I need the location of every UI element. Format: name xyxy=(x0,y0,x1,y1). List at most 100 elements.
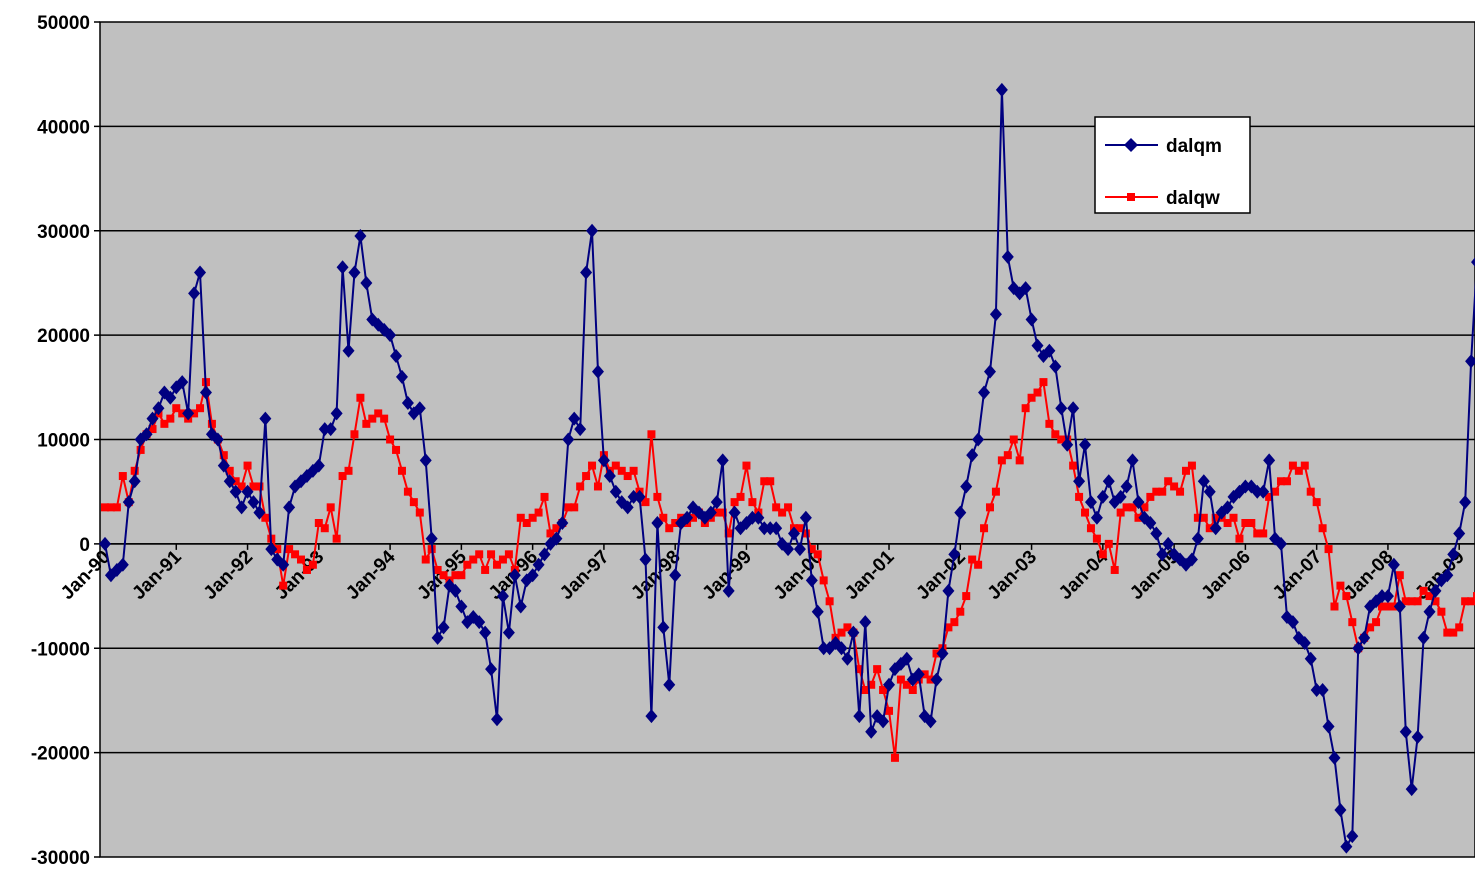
data-point-dalqm xyxy=(259,411,272,426)
data-point-dalqm xyxy=(1417,630,1430,645)
data-point-dalqw xyxy=(552,524,561,533)
data-point-dalqm xyxy=(502,625,515,640)
data-point-dalqw xyxy=(1395,571,1404,580)
data-point-dalqw xyxy=(1271,487,1280,496)
data-point-dalqw xyxy=(451,571,460,580)
data-point-dalqw xyxy=(344,466,353,475)
data-point-dalqw xyxy=(629,466,638,475)
data-point-dalqm xyxy=(330,406,343,421)
data-point-dalqw xyxy=(760,477,769,486)
data-point-dalqw xyxy=(766,477,775,486)
data-point-dalqm xyxy=(312,458,325,473)
data-point-dalqm xyxy=(1304,651,1317,666)
y-tick-label: -10000 xyxy=(31,639,90,660)
data-point-dalqm xyxy=(176,375,189,390)
data-point-dalqm xyxy=(514,599,527,614)
data-point-dalqw xyxy=(896,675,905,684)
data-point-dalqm xyxy=(1191,531,1204,546)
data-point-dalqm xyxy=(1447,547,1460,562)
y-tick-label: 30000 xyxy=(37,222,90,243)
data-point-dalqw xyxy=(320,524,329,533)
data-point-dalqm xyxy=(485,662,498,677)
data-point-dalqw xyxy=(576,482,585,491)
data-point-dalqw xyxy=(659,513,668,522)
data-point-dalqw xyxy=(980,524,989,533)
data-point-dalqw xyxy=(1330,602,1339,611)
data-point-dalqm xyxy=(805,573,818,588)
data-point-dalqw xyxy=(1045,419,1054,428)
data-point-dalqm xyxy=(1346,829,1359,844)
data-point-dalqw xyxy=(1247,519,1256,527)
data-point-dalqw xyxy=(653,492,662,501)
data-point-dalqm xyxy=(983,364,996,379)
data-point-dalqm xyxy=(188,286,201,301)
data-point-dalqm xyxy=(241,484,254,499)
data-point-dalqm xyxy=(437,620,450,635)
data-point-dalqw xyxy=(1401,597,1410,606)
data-point-dalqw xyxy=(968,555,977,564)
data-point-dalqw xyxy=(1021,404,1030,413)
data-point-dalqw xyxy=(1003,451,1012,460)
data-point-dalqw xyxy=(1039,378,1048,387)
data-point-dalqm xyxy=(283,500,296,515)
data-point-dalqm xyxy=(1114,489,1127,504)
series-dalqm xyxy=(99,82,1475,854)
data-point-dalqm xyxy=(223,474,236,489)
data-point-dalqw xyxy=(338,472,347,481)
data-point-dalqw xyxy=(807,545,816,554)
data-point-dalqm xyxy=(942,583,955,598)
data-point-dalqm xyxy=(1334,803,1347,818)
data-point-dalqw xyxy=(297,555,306,564)
data-point-dalqm xyxy=(1079,437,1092,452)
data-point-dalqw xyxy=(392,445,401,454)
data-point-dalqm xyxy=(1197,474,1210,489)
data-point-dalqm xyxy=(972,432,985,447)
data-point-dalqw xyxy=(415,508,424,517)
data-point-dalqm xyxy=(1328,750,1341,765)
data-point-dalqm xyxy=(550,531,563,546)
data-point-dalqw xyxy=(196,404,205,413)
y-tick-label: 20000 xyxy=(37,326,90,347)
data-point-dalqw xyxy=(1461,597,1470,606)
data-point-dalqw xyxy=(130,466,139,475)
data-point-dalqm xyxy=(265,542,278,557)
data-point-dalqm xyxy=(1257,484,1270,499)
data-point-dalqm xyxy=(1185,552,1198,567)
data-point-dalqw xyxy=(1377,602,1386,611)
data-point-dalqm xyxy=(431,630,444,645)
data-point-dalqm xyxy=(1381,589,1394,604)
data-point-dalqw xyxy=(819,576,828,585)
data-point-dalqm xyxy=(247,495,260,510)
data-point-dalqw xyxy=(1081,508,1090,517)
data-point-dalqw xyxy=(1170,482,1179,491)
data-point-dalqm xyxy=(1055,401,1068,416)
data-point-dalqw xyxy=(475,550,484,559)
data-point-dalqm xyxy=(455,599,468,614)
legend-label-dalqm: dalqm xyxy=(1166,136,1222,157)
data-point-dalqw xyxy=(1086,524,1095,533)
data-point-dalqw xyxy=(546,529,555,538)
data-point-dalqm xyxy=(728,505,741,520)
data-point-dalqw xyxy=(255,482,264,491)
legend-marker-dalqw xyxy=(1127,193,1135,201)
data-point-dalqw xyxy=(617,466,626,475)
data-point-dalqm xyxy=(1102,474,1115,489)
data-point-dalqw xyxy=(1110,565,1119,574)
data-point-dalqw xyxy=(469,555,478,564)
data-point-dalqm xyxy=(657,620,670,635)
data-point-dalqm xyxy=(1465,354,1475,369)
data-point-dalqw xyxy=(1300,461,1309,470)
data-point-dalqw xyxy=(279,581,288,590)
data-point-dalqw xyxy=(1467,597,1475,606)
data-point-dalqm xyxy=(591,364,604,379)
data-point-dalqm xyxy=(912,667,925,682)
data-point-dalqw xyxy=(623,472,632,481)
data-point-dalqw xyxy=(1223,519,1232,527)
data-point-dalqm xyxy=(681,510,694,525)
data-point-dalqw xyxy=(784,503,793,512)
data-point-dalqw xyxy=(1455,623,1464,632)
data-point-dalqm xyxy=(639,552,652,567)
data-point-dalqw xyxy=(380,414,389,423)
data-point-dalqm xyxy=(710,495,723,510)
data-point-dalqm xyxy=(633,489,646,504)
